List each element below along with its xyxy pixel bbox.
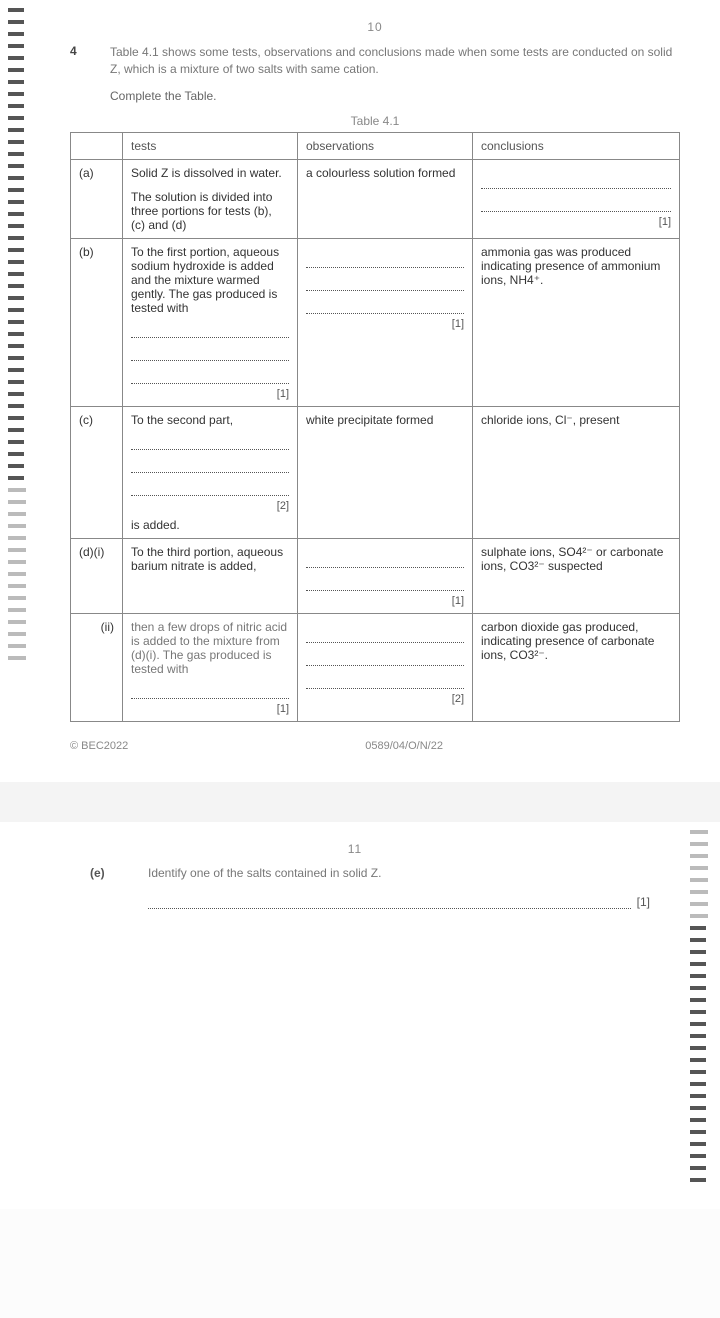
answer-blank[interactable] (148, 894, 631, 909)
question-header: 4 Table 4.1 shows some tests, observatio… (70, 44, 680, 104)
answer-blank[interactable] (131, 458, 289, 473)
row-label: (a) (71, 160, 123, 239)
mark: [2] (306, 693, 464, 705)
answer-blank[interactable] (481, 197, 671, 212)
footer-papercode: 0589/04/O/N/22 (365, 740, 443, 752)
cell-conclusions: carbon dioxide gas produced, indicating … (473, 614, 680, 722)
answer-blank[interactable] (306, 576, 464, 591)
page-number: 10 (70, 20, 680, 34)
cell-observations: [1] (298, 239, 473, 407)
page-number: 11 (60, 842, 650, 856)
cell-conclusions: [1] (473, 160, 680, 239)
question-number: 4 (70, 44, 90, 104)
cell-conclusions: ammonia gas was produced indicating pres… (473, 239, 680, 407)
answer-blank[interactable] (306, 674, 464, 689)
part-label: (e) (90, 866, 130, 909)
cell-observations: [1] (298, 539, 473, 614)
answer-blank[interactable] (306, 253, 464, 268)
footer-copyright: © BEC2022 (70, 740, 128, 752)
row-label: (c) (71, 407, 123, 539)
mark: [1] (306, 595, 464, 607)
text: To the first portion, aqueous sodium hyd… (131, 245, 289, 315)
answer-blank[interactable] (306, 628, 464, 643)
row-label: (d)(i) (71, 539, 123, 614)
answer-blank[interactable] (131, 684, 289, 699)
mark: [1] (637, 895, 650, 909)
text: then a few drops of nitric acid is added… (131, 620, 289, 676)
answer-line: [1] (148, 894, 650, 909)
mark: [1] (131, 703, 289, 715)
header-tests: tests (123, 133, 298, 160)
cell-conclusions: sulphate ions, SO4²⁻ or carbonate ions, … (473, 539, 680, 614)
answer-blank[interactable] (306, 299, 464, 314)
answer-blank[interactable] (131, 346, 289, 361)
cell-tests: Solid Z is dissolved in water. The solut… (123, 160, 298, 239)
page-gap (0, 782, 720, 822)
answer-blank[interactable] (306, 651, 464, 666)
cell-tests: To the second part, [2] is added. (123, 407, 298, 539)
table-row: (ii) then a few drops of nitric acid is … (71, 614, 680, 722)
cell-observations: white precipitate formed (298, 407, 473, 539)
cell-tests: then a few drops of nitric acid is added… (123, 614, 298, 722)
question-intro: Table 4.1 shows some tests, observations… (110, 44, 680, 78)
row-label: (b) (71, 239, 123, 407)
cell-tests: To the first portion, aqueous sodium hyd… (123, 239, 298, 407)
mark: [2] (131, 500, 289, 512)
binding-marks-left (8, 0, 30, 782)
row-label: (ii) (71, 614, 123, 722)
part-text: Identify one of the salts contained in s… (148, 866, 650, 880)
header-blank (71, 133, 123, 160)
cell-observations: a colourless solution formed (298, 160, 473, 239)
table-row: (a) Solid Z is dissolved in water. The s… (71, 160, 680, 239)
table-caption: Table 4.1 (70, 114, 680, 128)
binding-marks-right (690, 822, 712, 1209)
question-part: (e) Identify one of the salts contained … (90, 866, 650, 909)
answer-blank[interactable] (481, 174, 671, 189)
table-row: (b) To the first portion, aqueous sodium… (71, 239, 680, 407)
answer-blank[interactable] (131, 323, 289, 338)
text: is added. (131, 518, 289, 532)
table-row: (d)(i) To the third portion, aqueous bar… (71, 539, 680, 614)
page-footer: © BEC2022 0589/04/O/N/22 (70, 740, 680, 752)
text: To the second part, (131, 413, 289, 427)
text: The solution is divided into three porti… (131, 190, 289, 232)
answer-blank[interactable] (131, 435, 289, 450)
table-row: (c) To the second part, [2] is added. wh… (71, 407, 680, 539)
mark: [1] (481, 216, 671, 228)
header-conclusions: conclusions (473, 133, 680, 160)
answer-blank[interactable] (131, 481, 289, 496)
question-instruction: Complete the Table. (110, 88, 680, 105)
tests-table: tests observations conclusions (a) Solid… (70, 132, 680, 722)
page-1: 10 4 Table 4.1 shows some tests, observa… (0, 0, 720, 782)
page-2: 11 (e) Identify one of the salts contain… (0, 822, 720, 1209)
mark: [1] (131, 388, 289, 400)
answer-blank[interactable] (306, 553, 464, 568)
cell-tests: To the third portion, aqueous barium nit… (123, 539, 298, 614)
header-observations: observations (298, 133, 473, 160)
mark: [1] (306, 318, 464, 330)
cell-conclusions: chloride ions, Cl⁻, present (473, 407, 680, 539)
answer-blank[interactable] (306, 276, 464, 291)
answer-blank[interactable] (131, 369, 289, 384)
text: Solid Z is dissolved in water. (131, 166, 289, 180)
cell-observations: [2] (298, 614, 473, 722)
table-header-row: tests observations conclusions (71, 133, 680, 160)
